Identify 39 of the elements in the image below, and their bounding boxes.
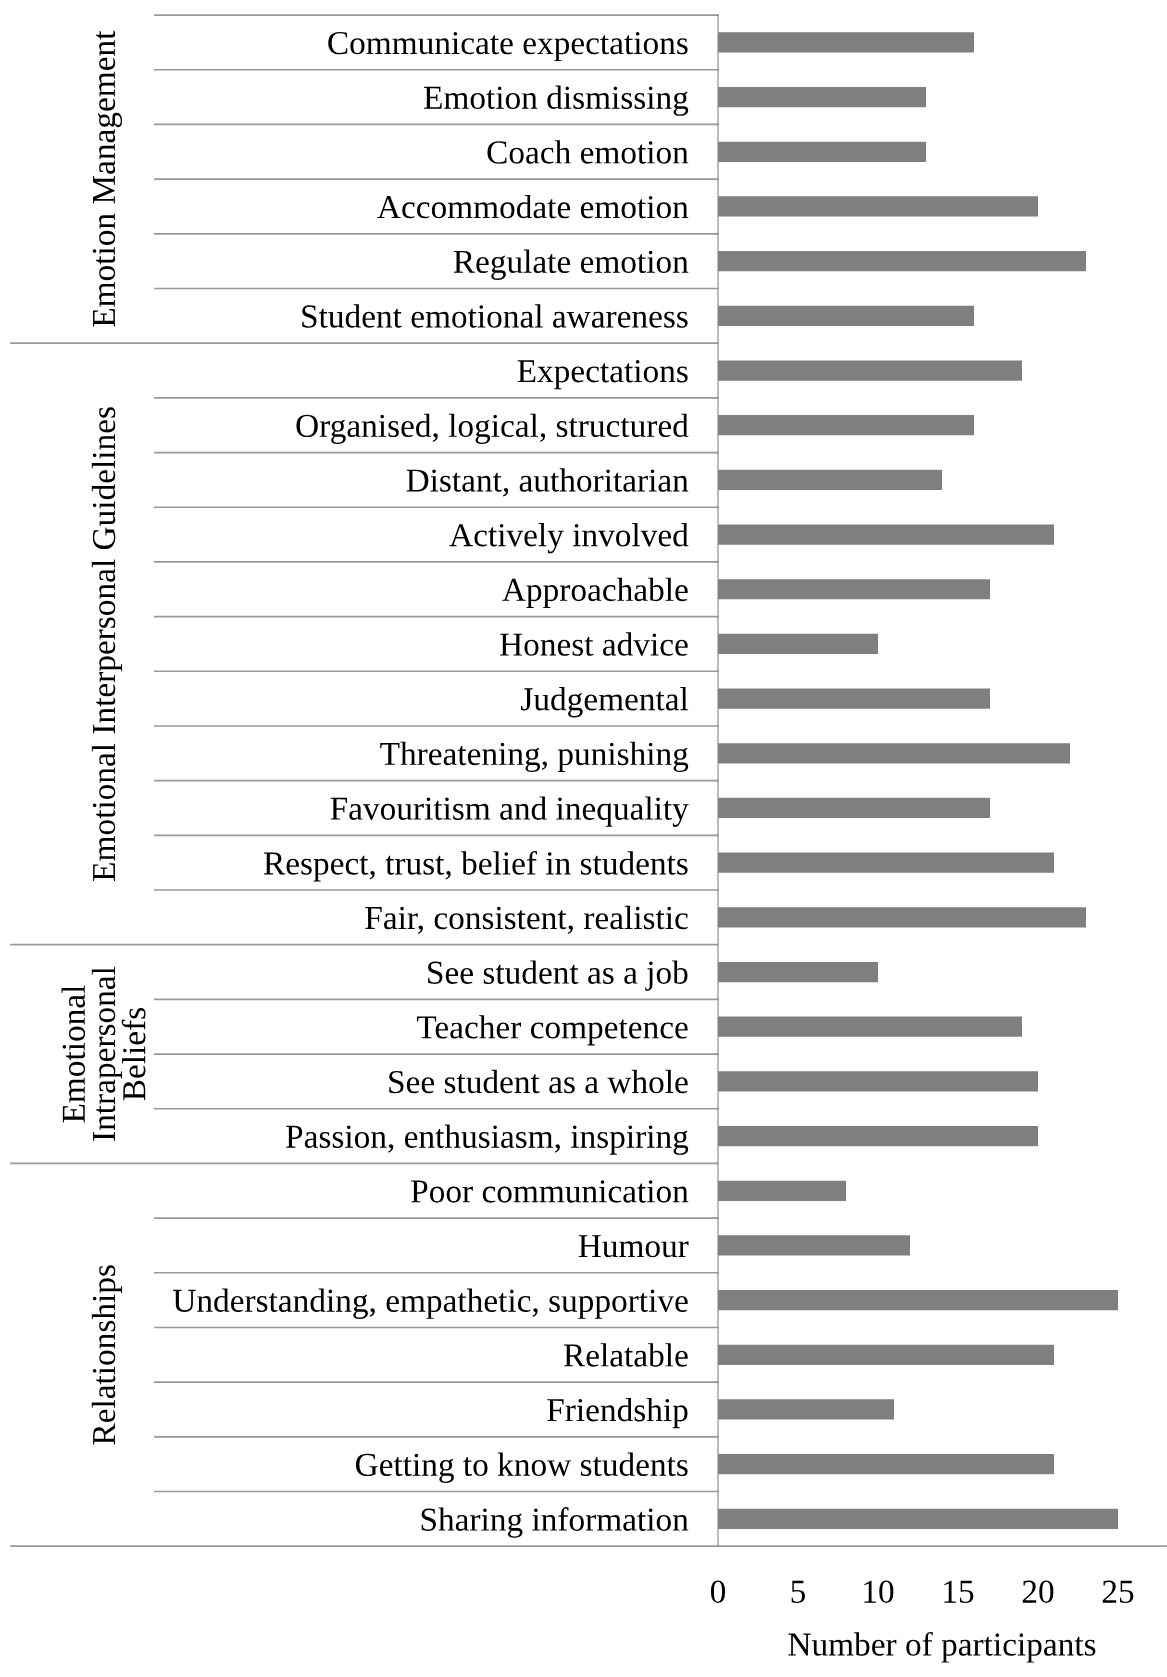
y-tick-label: Understanding, empathetic, supportive <box>172 1288 688 1319</box>
y-tick-label: Relatable <box>563 1343 688 1367</box>
y-tick-label: Organised, logical, structured <box>296 413 689 444</box>
y-tick-label: Poor communication <box>411 1180 689 1203</box>
x-tick-label: 5 <box>791 1580 806 1603</box>
y-tick-label: Respect, trust, belief in students <box>263 850 688 882</box>
y-tick-label: Getting to know students <box>355 1452 688 1483</box>
y-tick-label: Honest advice <box>500 632 688 656</box>
y-tick-label: Emotion dismissing <box>424 85 689 116</box>
y-tick-label: Favouritism and inequality <box>330 796 689 827</box>
x-tick-label: 0 <box>710 1580 726 1603</box>
y-tick-label: Judgemental <box>521 687 689 718</box>
x-tick-label: 25 <box>1102 1580 1134 1603</box>
y-tick-label: See student as a job <box>428 960 688 991</box>
y-tick-label: Sharing information <box>421 1507 689 1538</box>
y-tick-label: See student as a whole <box>389 1069 688 1094</box>
y-axis-title: Emotion Management <box>92 30 123 327</box>
y-tick-label: Threatening, punishing <box>380 741 689 773</box>
y-tick-label: Humour <box>578 1235 689 1258</box>
x-tick-label: 10 <box>864 1580 894 1603</box>
y-tick-label: Regulate emotion <box>453 249 689 280</box>
x-tick-label: 15 <box>944 1580 974 1603</box>
x-tick-label: 20 <box>1022 1580 1054 1603</box>
y-tick-label: Coach emotion <box>487 140 689 164</box>
y-tick-label: Accommodate emotion <box>377 194 689 219</box>
y-tick-label: Student emotional awareness <box>302 304 688 328</box>
y-tick-label: Fair, consistent, realistic <box>365 905 688 935</box>
y-tick-label: Expectations <box>517 360 688 390</box>
y-tick-label: Distant, authoritarian <box>406 468 689 497</box>
y-axis-title: Emotional Intrapersonal Beliefs <box>61 966 146 1141</box>
x-axis-title: Number of participants <box>788 1631 1096 1663</box>
y-tick-label: Actively involved <box>449 523 689 554</box>
y-axis-title: Relationships <box>91 1265 123 1445</box>
y-tick-label: Approachable <box>502 577 688 608</box>
y-tick-label: Communicate expectations <box>328 31 688 62</box>
y-axis-title: Emotional Interpersonal Guidelines <box>91 407 123 881</box>
y-tick-label: Passion, enthusiasm, inspiring <box>286 1124 689 1155</box>
y-tick-label: Friendship <box>547 1397 688 1429</box>
y-tick-label: Teacher competence <box>416 1015 688 1046</box>
